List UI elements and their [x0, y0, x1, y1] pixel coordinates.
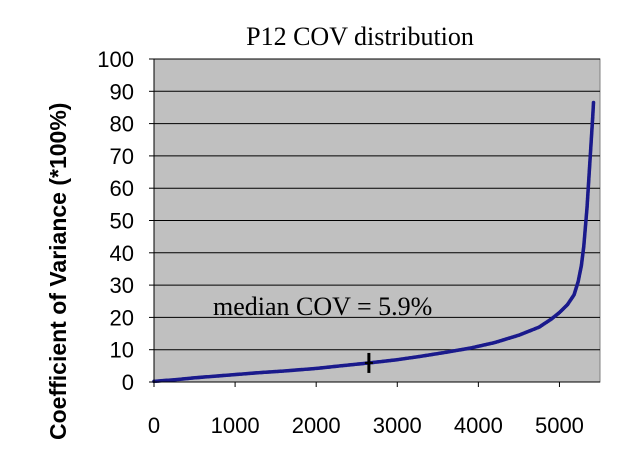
data-point: [591, 100, 596, 105]
gridlines: [154, 58, 600, 351]
y-tick-label: 0: [122, 370, 134, 395]
chart-title: P12 COV distribution: [246, 22, 474, 51]
median-annotation: median COV = 5.9%: [213, 292, 432, 321]
y-tick-label: 80: [110, 112, 134, 137]
x-tick-labels: 0 1000 2000 3000 4000 5000: [148, 413, 584, 438]
x-tick-label: 5000: [535, 413, 584, 438]
y-tick-label: 10: [110, 338, 134, 363]
y-tick-label: 30: [110, 273, 134, 298]
axes: [149, 58, 600, 387]
y-tick-label: 60: [110, 176, 134, 201]
y-tick-label: 40: [110, 241, 134, 266]
y-tick-label: 50: [110, 209, 134, 234]
x-tick-label: 1000: [211, 413, 260, 438]
x-tick-label: 3000: [373, 413, 422, 438]
y-axis-label: Coefficient of Variance (*100%): [45, 103, 71, 440]
y-tick-label: 100: [97, 47, 134, 72]
y-tick-label: 20: [110, 305, 134, 330]
x-tick-label: 4000: [454, 413, 503, 438]
x-tick-label: 0: [148, 413, 160, 438]
y-tick-labels: 0 10 20 30 40 50 60 70 80 90 100: [97, 47, 134, 395]
y-tick-label: 90: [110, 79, 134, 104]
x-tick-label: 2000: [292, 413, 341, 438]
series-layer: [152, 100, 596, 384]
y-tick-label: 70: [110, 144, 134, 169]
